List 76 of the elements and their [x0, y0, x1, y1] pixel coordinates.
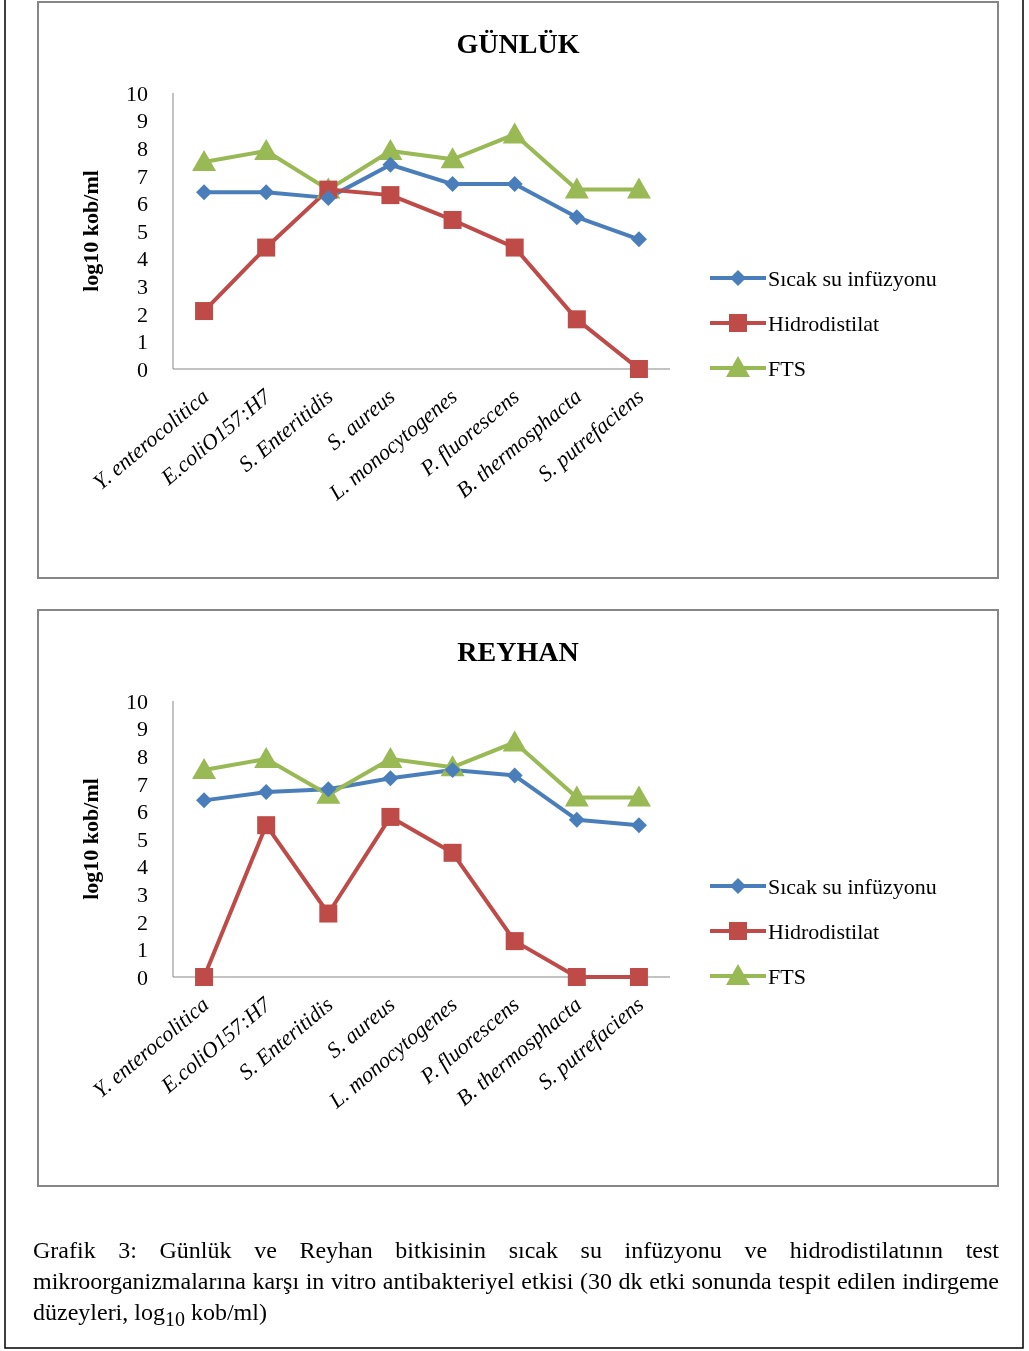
- point: [443, 843, 462, 862]
- legend-label: Sıcak su infüzyonu: [768, 873, 937, 899]
- y-tick-label: 10: [126, 80, 148, 106]
- y-tick-label: 3: [137, 881, 148, 907]
- y-tick-label: 6: [137, 191, 148, 217]
- point: [443, 210, 462, 229]
- legend-label: Hidrodistilat: [768, 918, 880, 944]
- point: [502, 730, 527, 752]
- y-tick-label: 4: [137, 246, 148, 272]
- y-tick-label: 2: [137, 301, 148, 327]
- point: [506, 767, 523, 784]
- point: [382, 770, 399, 787]
- point: [320, 781, 337, 798]
- point: [258, 784, 275, 801]
- y-tick-label: 4: [137, 854, 148, 880]
- point: [630, 231, 647, 248]
- point: [320, 189, 337, 206]
- point: [258, 184, 275, 201]
- point: [257, 238, 276, 257]
- point: [626, 177, 651, 199]
- point: [381, 186, 400, 205]
- point: [196, 184, 213, 201]
- y-tick-label: 1: [137, 329, 148, 355]
- legend-label: Sıcak su infüzyonu: [768, 265, 937, 291]
- point: [254, 746, 279, 768]
- chart-title: REYHAN: [457, 636, 579, 667]
- legend-label: FTS: [768, 963, 806, 989]
- y-axis-title: log10 kob/ml: [78, 778, 103, 900]
- y-tick-label: 2: [137, 909, 148, 935]
- point: [564, 785, 589, 807]
- y-tick-label: 3: [137, 273, 148, 299]
- point: [564, 177, 589, 199]
- point: [192, 150, 217, 171]
- point: [257, 816, 276, 835]
- point: [506, 176, 523, 193]
- point: [382, 156, 399, 173]
- y-tick-label: 1: [137, 937, 148, 963]
- y-tick-label: 0: [137, 356, 148, 382]
- chart-title: GÜNLÜK: [456, 28, 580, 59]
- legend-label: FTS: [768, 355, 806, 381]
- point: [629, 968, 648, 986]
- y-tick-label: 9: [137, 716, 148, 742]
- y-tick-label: 10: [126, 688, 148, 714]
- point: [195, 302, 214, 321]
- y-tick-label: 8: [137, 135, 148, 161]
- point: [378, 138, 403, 160]
- y-tick-label: 0: [137, 964, 148, 990]
- y-tick-label: 5: [137, 826, 148, 852]
- y-tick-label: 7: [137, 771, 148, 797]
- legend-label: Hidrodistilat: [768, 310, 880, 336]
- point: [381, 807, 400, 826]
- point: [568, 811, 585, 828]
- point: [196, 792, 213, 809]
- point: [192, 758, 217, 779]
- point: [378, 746, 403, 768]
- point: [505, 932, 524, 951]
- text: Grafik 3: Günlük ve Reyhan bitkisinin sıcak su infüzyonu ve hidrodistilatının test mikroorganizmalarına karşı in vitro antibakteriyel etkisi (30 dk etki sonunda tespit edilen indirgeme düzeyleri, log$_{10}$ kob/ml): [33, 1236, 999, 1332]
- point: [630, 817, 647, 834]
- point: [254, 138, 279, 160]
- y-tick-label: 6: [137, 799, 148, 825]
- y-axis-title: log10 kob/ml: [78, 170, 103, 292]
- point: [567, 310, 586, 329]
- y-tick-label: 8: [137, 743, 148, 769]
- point: [626, 785, 651, 807]
- point: [629, 360, 648, 378]
- point: [440, 147, 465, 169]
- y-tick-label: 9: [137, 108, 148, 134]
- point: [502, 122, 527, 144]
- point: [567, 968, 586, 986]
- y-tick-label: 7: [137, 163, 148, 189]
- point: [319, 904, 338, 923]
- y-tick-label: 5: [137, 218, 148, 244]
- point: [568, 209, 585, 226]
- point: [195, 968, 214, 986]
- point: [444, 176, 461, 193]
- point: [505, 238, 524, 257]
